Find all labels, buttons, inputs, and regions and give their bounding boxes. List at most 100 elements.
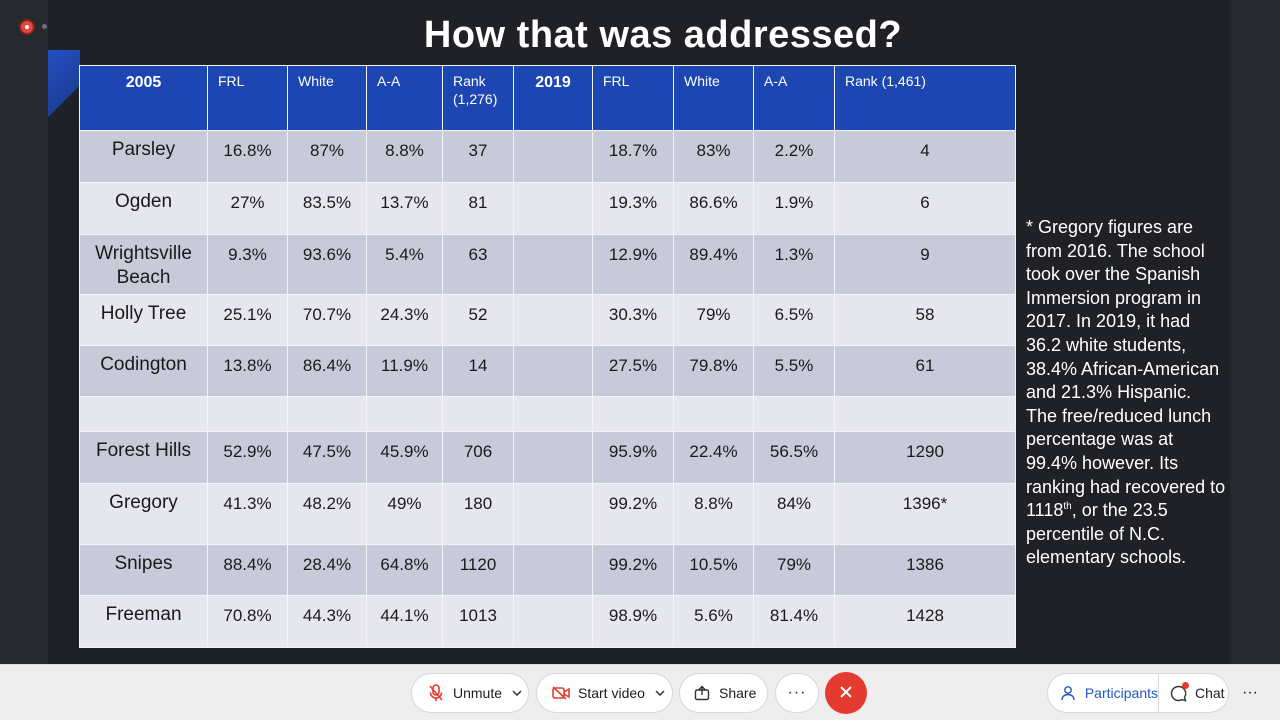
table-cell: 2.2% xyxy=(753,130,835,183)
table-cell: 18.7% xyxy=(592,130,674,183)
table-cell xyxy=(753,396,835,432)
table-cell: 52 xyxy=(442,294,514,346)
more-options-button[interactable]: ··· xyxy=(775,673,819,713)
table-cell: 4 xyxy=(834,130,1016,183)
table-cell: 1386 xyxy=(834,544,1016,596)
table-cell: 1120 xyxy=(442,544,514,596)
column-header: A-A xyxy=(753,65,835,131)
table-cell: 12.9% xyxy=(592,234,674,295)
table-cell xyxy=(207,396,288,432)
table-cell: 8.8% xyxy=(366,130,443,183)
table-cell: 1290 xyxy=(834,431,1016,484)
chat-label: Chat xyxy=(1195,685,1225,701)
table-cell xyxy=(513,345,593,397)
table-cell: 99.2% xyxy=(592,544,674,596)
table-cell: 22.4% xyxy=(673,431,754,484)
overflow-label: ··· xyxy=(1242,684,1258,701)
school-name-cell: Freeman xyxy=(79,595,208,648)
table-cell xyxy=(513,544,593,596)
participants-button[interactable]: Participants xyxy=(1047,673,1159,713)
chevron-down-icon[interactable] xyxy=(655,688,665,698)
table-cell: 6 xyxy=(834,182,1016,235)
mic-muted-icon xyxy=(427,684,445,702)
table-cell: 45.9% xyxy=(366,431,443,484)
table-cell: 79.8% xyxy=(673,345,754,397)
share-button[interactable]: Share xyxy=(679,673,768,713)
table-cell: 98.9% xyxy=(592,595,674,648)
table-cell: 25.1% xyxy=(207,294,288,346)
table-cell: 9 xyxy=(834,234,1016,295)
table-cell: 37 xyxy=(442,130,514,183)
table-cell: 1.9% xyxy=(753,182,835,235)
video-off-icon xyxy=(552,684,570,702)
slide-accent-decoration xyxy=(48,50,80,130)
table-header-row: 2005 FRL White A-A Rank (1,276) 2019 FRL White A… xyxy=(79,65,1016,131)
table-cell: 88.4% xyxy=(207,544,288,596)
table-row xyxy=(79,396,1016,432)
footnote-superscript: th xyxy=(1063,501,1072,513)
table-cell xyxy=(513,294,593,346)
school-name-cell: Parsley xyxy=(79,130,208,183)
table-cell: 86.4% xyxy=(287,345,367,397)
unmute-label: Unmute xyxy=(453,685,503,701)
table-cell xyxy=(513,483,593,545)
table-cell: 28.4% xyxy=(287,544,367,596)
table-row: Parsley 16.8% 87% 8.8% 37 18.7% 83% 2.2% 4 xyxy=(79,130,1016,183)
table-row: Freeman 70.8% 44.3% 44.1% 1013 98.9% 5.6% 81.4%… xyxy=(79,595,1016,648)
school-data-table: 2005 FRL White A-A Rank (1,276) 2019 FRL White A… xyxy=(79,65,1016,648)
table-cell: 13.7% xyxy=(366,182,443,235)
column-header: A-A xyxy=(366,65,443,131)
meeting-toolbar: Unmute Start video Share ··· Participant… xyxy=(0,664,1280,720)
table-cell: 70.8% xyxy=(207,595,288,648)
table-cell: 87% xyxy=(287,130,367,183)
table-cell: 1396* xyxy=(834,483,1016,545)
column-header: FRL xyxy=(207,65,288,131)
overflow-menu-button[interactable]: ··· xyxy=(1238,673,1262,713)
table-row: Holly Tree 25.1% 70.7% 24.3% 52 30.3% 79% 6.5% 5… xyxy=(79,294,1016,346)
table-cell: 95.9% xyxy=(592,431,674,484)
school-name-cell: Codington xyxy=(79,345,208,397)
gregory-footnote: * Gregory figures are from 2016. The sch… xyxy=(1026,216,1226,570)
table-cell: 83.5% xyxy=(287,182,367,235)
share-label: Share xyxy=(719,685,757,701)
table-cell: 180 xyxy=(442,483,514,545)
table-row: Gregory 41.3% 48.2% 49% 180 99.2% 8.8% 84% 1396* xyxy=(79,483,1016,545)
school-name-cell: Gregory xyxy=(79,483,208,545)
table-cell: 14 xyxy=(442,345,514,397)
column-header: 2019 xyxy=(513,65,593,131)
chat-icon xyxy=(1169,682,1189,702)
school-name-cell: Wrightsville Beach xyxy=(79,234,208,295)
table-cell xyxy=(673,396,754,432)
column-header: FRL xyxy=(592,65,674,131)
table-cell: 48.2% xyxy=(287,483,367,545)
table-cell: 84% xyxy=(753,483,835,545)
end-call-button[interactable] xyxy=(825,672,867,714)
table-cell: 58 xyxy=(834,294,1016,346)
table-cell: 11.9% xyxy=(366,345,443,397)
table-cell: 1013 xyxy=(442,595,514,648)
unmute-button[interactable]: Unmute xyxy=(411,673,529,713)
footnote-text: * Gregory figures are from 2016. The sch… xyxy=(1026,217,1226,521)
table-cell: 27% xyxy=(207,182,288,235)
school-name-cell: Ogden xyxy=(79,182,208,235)
recording-icon[interactable] xyxy=(19,19,35,35)
table-cell: 89.4% xyxy=(673,234,754,295)
chevron-down-icon[interactable] xyxy=(512,688,522,698)
table-cell xyxy=(513,595,593,648)
shared-screen: How that was addressed? 2005 FRL White A-A R… xyxy=(19,14,1226,648)
table-cell xyxy=(592,396,674,432)
table-cell: 9.3% xyxy=(207,234,288,295)
table-cell: 79% xyxy=(673,294,754,346)
table-row: Ogden 27% 83.5% 13.7% 81 19.3% 86.6% 1.9% 6 xyxy=(79,182,1016,235)
table-cell: 44.3% xyxy=(287,595,367,648)
chat-button[interactable]: Chat xyxy=(1159,673,1229,713)
start-video-label: Start video xyxy=(578,685,645,701)
table-cell xyxy=(513,234,593,295)
start-video-button[interactable]: Start video xyxy=(536,673,673,713)
table-cell xyxy=(287,396,367,432)
table-cell: 86.6% xyxy=(673,182,754,235)
table-cell: 1428 xyxy=(834,595,1016,648)
table-cell: 93.6% xyxy=(287,234,367,295)
column-header: White xyxy=(287,65,367,131)
table-cell: 47.5% xyxy=(287,431,367,484)
